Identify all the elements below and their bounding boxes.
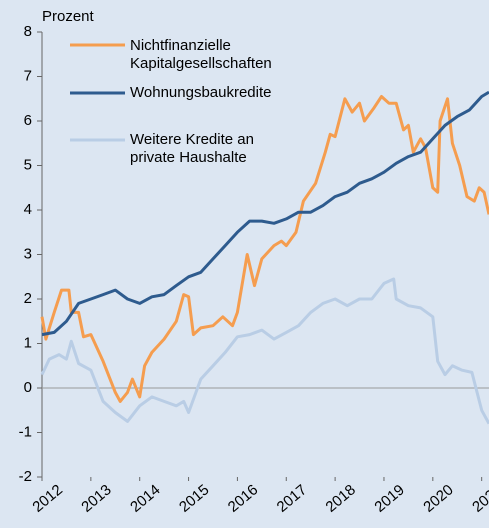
legend-label: Weitere Kredite an private Haushalte xyxy=(130,131,254,166)
y-tick-label: 3 xyxy=(24,245,32,262)
y-tick-label: 4 xyxy=(24,201,32,218)
x-tick-label: 2017 xyxy=(274,481,310,515)
x-tick-label: 2018 xyxy=(323,481,359,515)
y-axis-label: Prozent xyxy=(42,8,95,25)
x-tick-label: 2014 xyxy=(127,481,163,515)
y-tick-label: 0 xyxy=(24,379,32,396)
x-tick-label: 2016 xyxy=(225,481,261,515)
y-tick-label: 8 xyxy=(24,23,32,40)
x-tick-label: 2019 xyxy=(371,481,407,515)
series-line xyxy=(40,277,489,425)
x-tick-label: 2012 xyxy=(29,481,65,515)
x-tick-label: 2015 xyxy=(176,481,212,515)
series-line xyxy=(41,90,489,337)
y-tick-label: 1 xyxy=(24,334,32,351)
legend-label: Wohnungsbaukredite xyxy=(130,84,272,101)
x-tick-label: 2020 xyxy=(420,481,456,515)
y-tick-label: -1 xyxy=(19,423,32,440)
y-tick-label: 2 xyxy=(24,290,32,307)
y-tick-label: -2 xyxy=(19,468,32,485)
y-tick-label: 6 xyxy=(24,112,32,129)
y-tick-label: 7 xyxy=(24,67,32,84)
x-tick-label: 2021 xyxy=(469,481,489,515)
series-line xyxy=(40,95,489,403)
y-tick-label: 5 xyxy=(24,156,32,173)
x-tick-label: 2013 xyxy=(78,481,114,515)
legend-label: Nichtfinanzielle Kapitalgesellschaften xyxy=(130,37,272,72)
